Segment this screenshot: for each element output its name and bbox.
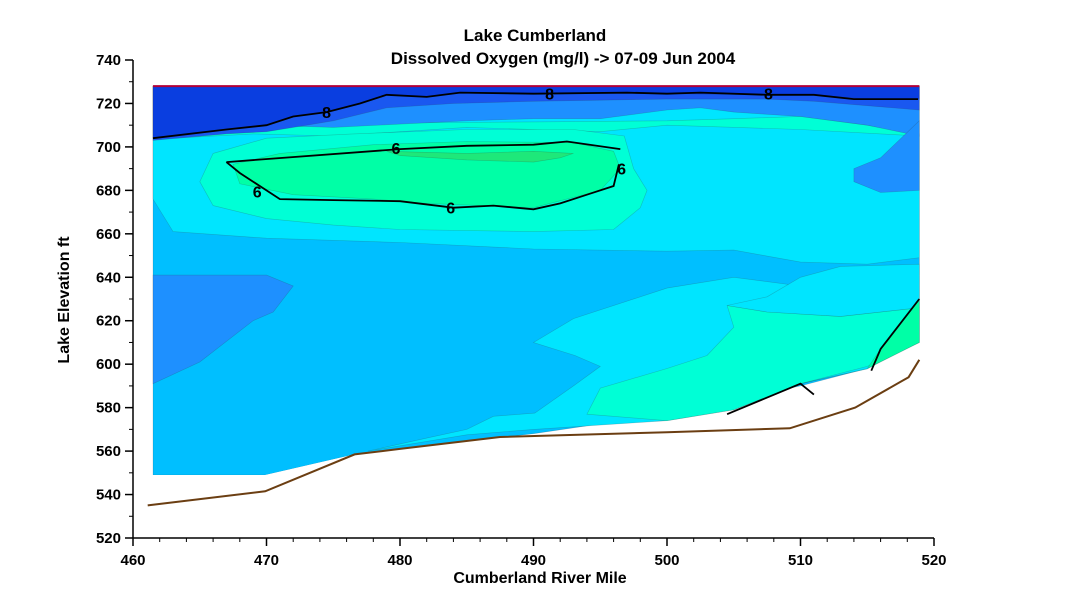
contour-label-0: 8 (322, 105, 331, 122)
y-tick-label-600: 600 (96, 356, 121, 373)
left-low-pocket-fill (152, 274, 294, 385)
y-tick-label-560: 560 (96, 443, 121, 460)
y-tick-label-580: 580 (96, 400, 121, 417)
x-tick-label-510: 510 (788, 552, 813, 569)
y-tick-label-660: 660 (96, 226, 121, 243)
below-bottom-fill (139, 359, 928, 538)
contour-label-4: 6 (253, 184, 262, 201)
y-tick-label-720: 720 (96, 95, 121, 112)
contour-line-layer (152, 91, 921, 416)
y-tick-label-640: 640 (96, 269, 121, 286)
x-tick-label-470: 470 (254, 552, 279, 569)
y-tick-label-620: 620 (96, 313, 121, 330)
contour-label-1: 8 (545, 87, 554, 104)
y-tick-label-680: 680 (96, 182, 121, 199)
y-axis-label: Lake Elevation ft (56, 236, 73, 364)
lake-bottom-profile (147, 359, 921, 507)
x-tick-label-460: 460 (120, 552, 145, 569)
x-axis-label: Cumberland River Mile (453, 570, 626, 587)
contour-label-6: 6 (617, 162, 626, 179)
contour-label-3: 6 (392, 141, 401, 158)
contour-line-8-0 (152, 91, 918, 140)
x-tick-label-480: 480 (387, 552, 412, 569)
contour-line-6-1 (226, 140, 621, 163)
contour-line-unlabeled-3 (726, 382, 815, 416)
contour-label-5: 6 (446, 201, 455, 218)
axes-layer: 460 470 480 490 500 510 520 520 540 560 580 600 620 6… (96, 52, 947, 569)
contour-label-layer: 8 8 8 6 6 6 6 (253, 87, 773, 218)
x-tick-label-520: 520 (921, 552, 946, 569)
chart-subtitle: Dissolved Oxygen (mg/l) -> 07-09 Jun 200… (391, 49, 736, 68)
contour-label-2: 8 (764, 87, 773, 104)
contour-fill-layer (152, 85, 920, 476)
left-gap-fill (139, 454, 355, 506)
contour-line-6-2 (225, 161, 620, 211)
lake-bottom-layer (139, 359, 928, 538)
chart-title: Lake Cumberland (464, 26, 607, 45)
y-tick-label-540: 540 (96, 487, 121, 504)
right-low-pocket-fill (853, 120, 920, 193)
y-tick-label-700: 700 (96, 139, 121, 156)
contour-line-unlabeled-4 (870, 298, 921, 372)
y-tick-label-740: 740 (96, 52, 121, 69)
y-tick-label-520: 520 (96, 530, 121, 547)
deep-low-band-fill (727, 263, 920, 317)
x-tick-label-490: 490 (521, 552, 546, 569)
x-tick-label-500: 500 (654, 552, 679, 569)
peak-do-fill (386, 150, 574, 163)
